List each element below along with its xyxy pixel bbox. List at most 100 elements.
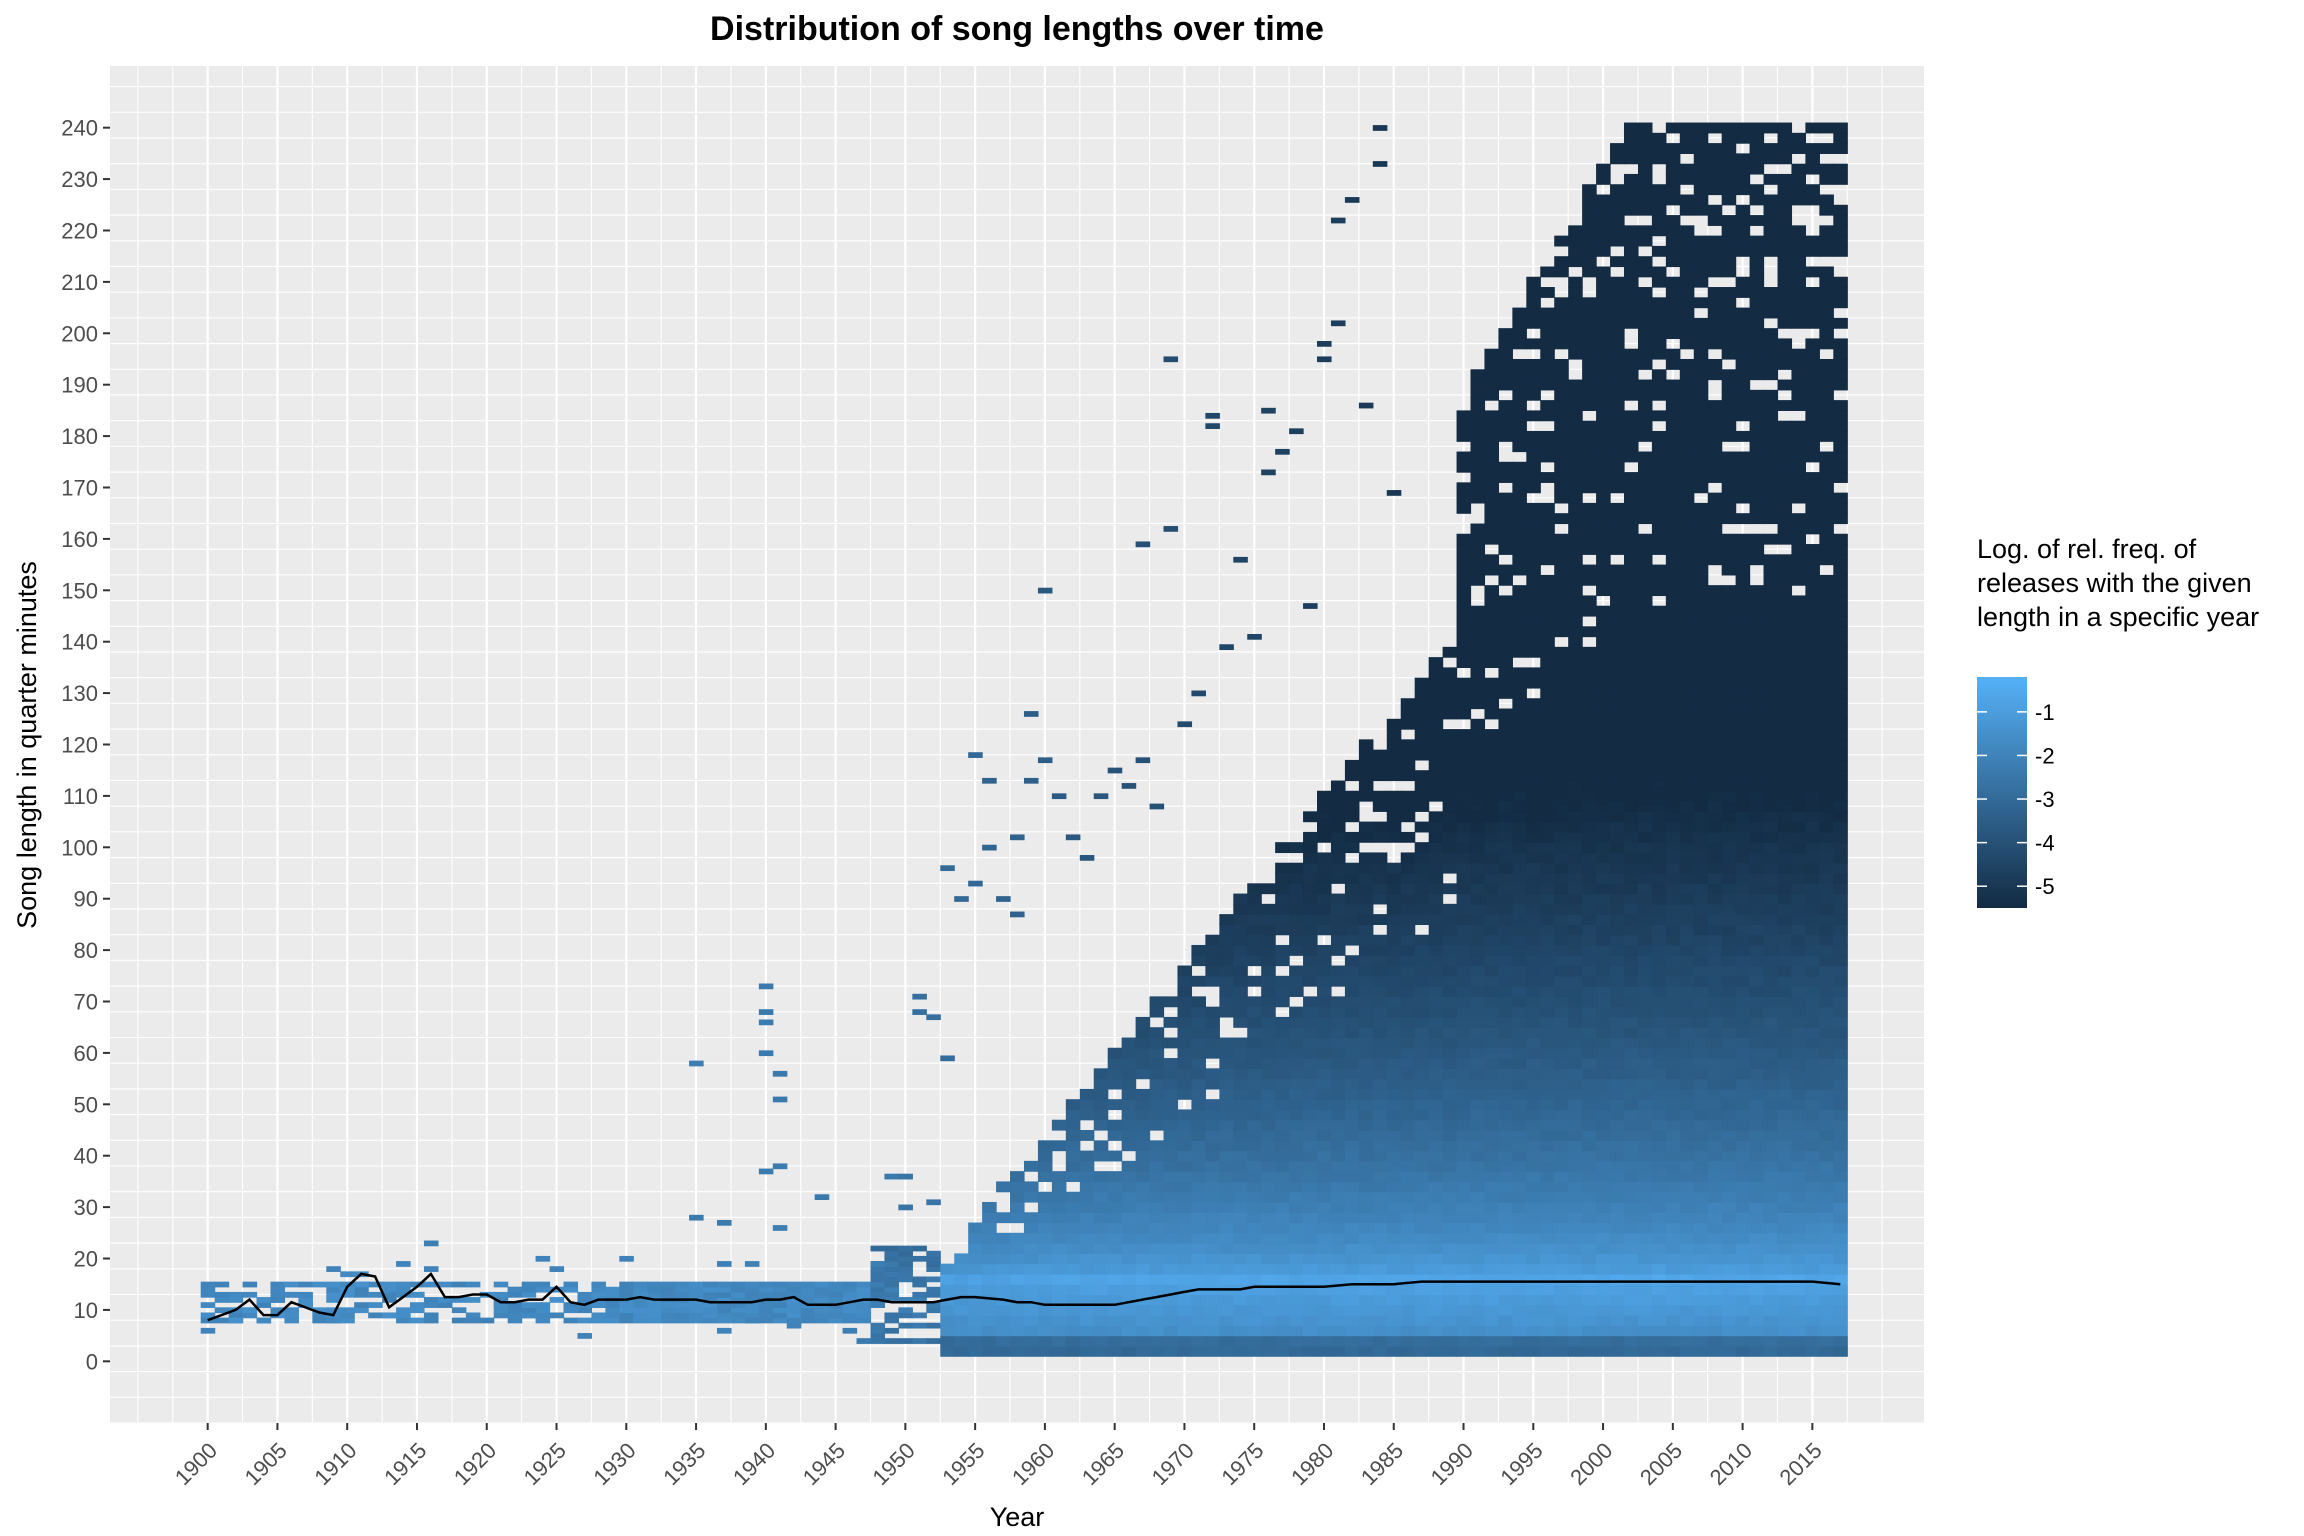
heat-cell	[1679, 739, 1695, 751]
heat-cell	[1805, 451, 1820, 463]
heat-cell	[1582, 914, 1597, 926]
heat-cell	[1749, 276, 1765, 288]
heat-cell	[1526, 1099, 1541, 1111]
heat-cell	[1777, 122, 1793, 134]
heat-cell	[1791, 1058, 1806, 1069]
heat-cell	[1721, 698, 1737, 710]
heat-cell	[1428, 1099, 1444, 1111]
heat-cell	[1512, 831, 1527, 843]
heat-cell	[1707, 215, 1723, 226]
heat-cell	[1400, 852, 1416, 864]
heat-cell	[1470, 739, 1486, 751]
heat-cell	[1679, 636, 1695, 648]
heat-cell	[1456, 1037, 1472, 1049]
heat-cell	[1442, 934, 1458, 946]
heat-cell	[1554, 1191, 1569, 1203]
heat-cell	[1484, 1191, 1500, 1203]
heat-cell	[1735, 235, 1751, 247]
heat-cell	[1400, 1243, 1416, 1254]
heat-cell	[1819, 615, 1834, 627]
heat-cell	[1637, 1088, 1653, 1100]
heat-cell	[1330, 1335, 1346, 1347]
heat-cell	[1400, 934, 1416, 946]
heat-cell	[1623, 698, 1639, 710]
heat-cell	[1498, 1222, 1513, 1234]
heat-cell	[1763, 1037, 1779, 1049]
heat-cell	[1679, 441, 1695, 453]
heat-cell	[1693, 739, 1709, 751]
heat-cell-sparse	[1065, 834, 1081, 841]
heat-cell	[1303, 1294, 1318, 1306]
heat-cell	[1791, 1304, 1806, 1316]
heat-cell	[1386, 821, 1402, 833]
heat-cell	[1651, 924, 1667, 936]
heat-cell	[1721, 297, 1737, 309]
heat-cell	[1512, 883, 1527, 895]
heat-cell	[870, 1245, 886, 1252]
heat-cell	[1414, 1232, 1430, 1244]
heat-cell	[1484, 554, 1500, 566]
heat-cell	[1693, 472, 1709, 483]
heat-cell	[1623, 1160, 1639, 1172]
heat-cell	[1679, 338, 1695, 350]
heat-cell	[1749, 1304, 1765, 1316]
heat-cell	[1582, 831, 1597, 843]
heat-cell	[1414, 965, 1430, 977]
heat-cell	[1651, 1273, 1667, 1285]
heat-cell-sparse	[423, 1266, 439, 1272]
heat-cell	[1540, 1284, 1555, 1296]
heat-cell	[1442, 1201, 1458, 1213]
heat-cell	[772, 1302, 788, 1308]
heat-cell	[1470, 914, 1486, 926]
heat-cell	[1791, 934, 1806, 946]
heat-cell	[1023, 1315, 1039, 1326]
heat-cell	[1582, 420, 1597, 432]
heat-cell	[1623, 1140, 1639, 1152]
heat-cell-sparse	[912, 993, 927, 1000]
heat-cell	[744, 1307, 760, 1314]
heat-cell	[1749, 729, 1765, 740]
heat-cell	[1665, 770, 1681, 782]
heat-cell	[1233, 1160, 1248, 1172]
heat-cell	[1317, 1212, 1332, 1224]
heat-cell-sparse	[214, 1317, 230, 1324]
heat-cell	[1610, 1068, 1625, 1080]
heat-cell	[1400, 955, 1416, 967]
heat-cell	[1289, 1171, 1304, 1183]
heat-cell	[1344, 1212, 1360, 1224]
heat-cell	[1456, 636, 1472, 648]
heat-cell	[1456, 1027, 1472, 1039]
heat-cell	[1582, 564, 1597, 576]
heat-cell	[1568, 965, 1583, 977]
heat-cell	[1596, 636, 1611, 648]
heat-cell	[1637, 883, 1653, 895]
heat-cell	[1554, 821, 1569, 833]
heat-cell	[1721, 1273, 1737, 1285]
heat-cell	[1540, 893, 1555, 905]
heat-cell	[1582, 924, 1597, 936]
heat-cell	[1428, 1140, 1444, 1152]
heat-cell	[1456, 729, 1472, 740]
heat-cell	[1205, 1160, 1220, 1172]
heat-cell	[1623, 1232, 1639, 1244]
heat-cell	[1289, 842, 1304, 854]
heat-cell	[1554, 1335, 1569, 1347]
heat-cell	[1763, 369, 1779, 381]
heat-cell	[1721, 533, 1737, 545]
heat-cell	[1344, 1294, 1360, 1306]
heat-cell	[1833, 903, 1848, 915]
heat-cell	[1623, 790, 1639, 802]
heat-cell	[1568, 585, 1583, 597]
heat-cell	[1484, 1243, 1500, 1254]
heat-cell	[1679, 389, 1695, 401]
heat-cell	[1819, 1273, 1834, 1285]
heat-cell	[1679, 276, 1695, 288]
heat-cell	[1233, 1201, 1248, 1213]
heat-cell	[884, 1266, 899, 1272]
heat-cell	[1554, 698, 1569, 710]
heat-cell	[1833, 1253, 1848, 1265]
heat-cell	[1247, 1099, 1262, 1111]
heat-cell	[1665, 215, 1681, 226]
heat-cell	[1093, 1109, 1109, 1121]
heat-cell	[1498, 1181, 1513, 1193]
